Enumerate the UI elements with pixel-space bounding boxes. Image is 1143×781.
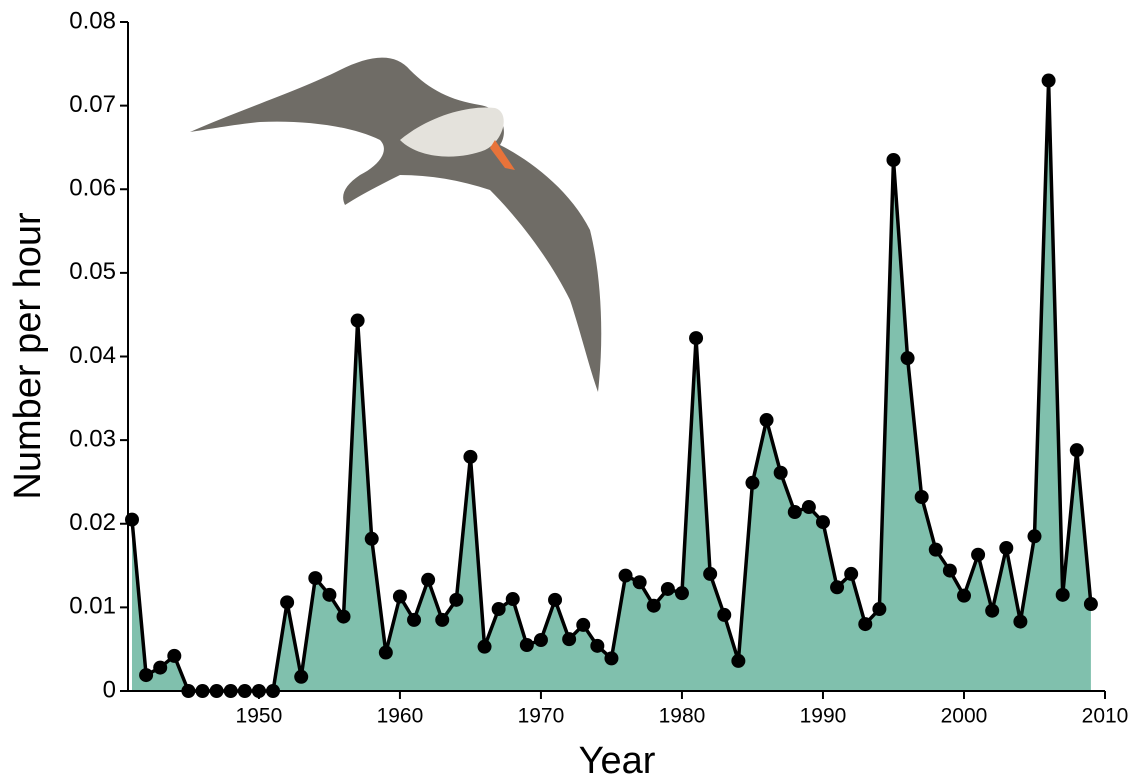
y-tick-label: 0.07 bbox=[69, 91, 116, 118]
marker bbox=[209, 684, 224, 698]
marker bbox=[533, 632, 548, 647]
bird-belly bbox=[400, 107, 504, 157]
marker bbox=[928, 542, 943, 557]
marker bbox=[336, 609, 351, 624]
marker bbox=[294, 669, 309, 684]
marker bbox=[280, 595, 295, 610]
marker bbox=[505, 592, 520, 607]
bird-body bbox=[190, 57, 602, 392]
y-tick-label: 0.04 bbox=[69, 342, 116, 369]
bird-photo bbox=[190, 57, 602, 392]
y-tick-label: 0.08 bbox=[69, 7, 116, 34]
marker bbox=[985, 603, 1000, 618]
marker bbox=[477, 639, 492, 654]
y-tick-label: 0.01 bbox=[69, 593, 116, 620]
marker bbox=[421, 572, 436, 587]
y-axis-label: Number per hour bbox=[7, 212, 49, 500]
y-tick-label: 0.06 bbox=[69, 175, 116, 202]
marker bbox=[435, 612, 450, 627]
marker bbox=[392, 589, 407, 604]
marker bbox=[167, 648, 182, 663]
marker bbox=[956, 588, 971, 603]
marker bbox=[1069, 443, 1084, 458]
marker bbox=[1083, 597, 1098, 612]
marker bbox=[562, 632, 577, 647]
marker bbox=[223, 684, 238, 698]
marker bbox=[463, 449, 478, 464]
x-axis-label: Year bbox=[579, 740, 656, 781]
marker bbox=[237, 684, 252, 698]
y-tick-label: 0.03 bbox=[69, 425, 116, 452]
marker bbox=[1041, 73, 1056, 88]
marker bbox=[689, 331, 704, 346]
marker bbox=[1013, 614, 1028, 629]
x-tick-label: 1990 bbox=[800, 705, 847, 728]
marker bbox=[548, 592, 563, 607]
y-tick-label: 0 bbox=[103, 676, 116, 703]
marker bbox=[759, 413, 774, 428]
marker bbox=[491, 602, 506, 617]
marker bbox=[590, 638, 605, 653]
marker bbox=[181, 684, 196, 698]
marker bbox=[322, 587, 337, 602]
marker bbox=[195, 684, 210, 698]
x-tick-label: 1950 bbox=[236, 705, 283, 728]
x-tick-label: 2000 bbox=[941, 705, 988, 728]
x-tick-label: 2010 bbox=[1082, 705, 1129, 728]
marker bbox=[942, 563, 957, 578]
marker bbox=[646, 598, 661, 613]
y-tick-label: 0.05 bbox=[69, 258, 116, 285]
marker bbox=[773, 465, 788, 480]
marker bbox=[787, 505, 802, 520]
marker bbox=[1055, 587, 1070, 602]
marker bbox=[632, 575, 647, 590]
marker bbox=[1027, 529, 1042, 544]
x-tick-label: 1980 bbox=[659, 705, 706, 728]
marker bbox=[449, 592, 464, 607]
y-tick-label: 0.02 bbox=[69, 509, 116, 536]
marker bbox=[830, 580, 845, 595]
marker bbox=[618, 568, 633, 583]
marker bbox=[604, 651, 619, 666]
x-tick-label: 1960 bbox=[377, 705, 424, 728]
marker bbox=[350, 313, 365, 328]
marker bbox=[815, 515, 830, 530]
marker bbox=[801, 500, 816, 515]
area bbox=[132, 80, 1091, 692]
marker bbox=[378, 645, 393, 660]
marker bbox=[717, 607, 732, 622]
marker bbox=[858, 617, 873, 632]
marker bbox=[266, 684, 281, 698]
marker bbox=[364, 531, 379, 546]
marker bbox=[914, 489, 929, 504]
marker bbox=[407, 612, 422, 627]
marker bbox=[139, 668, 154, 683]
marker bbox=[886, 152, 901, 167]
marker bbox=[999, 541, 1014, 556]
x-tick-label: 1970 bbox=[518, 705, 565, 728]
marker bbox=[674, 586, 689, 601]
marker bbox=[576, 617, 591, 632]
marker bbox=[731, 653, 746, 668]
marker bbox=[251, 684, 266, 698]
marker bbox=[900, 351, 915, 366]
marker bbox=[308, 571, 323, 586]
marker bbox=[745, 475, 760, 490]
marker bbox=[872, 602, 887, 617]
marker bbox=[703, 566, 718, 581]
marker bbox=[153, 660, 168, 675]
marker bbox=[660, 581, 675, 596]
marker bbox=[125, 512, 139, 527]
marker bbox=[844, 566, 859, 581]
bird-beak bbox=[490, 140, 515, 170]
marker bbox=[519, 638, 534, 653]
marker bbox=[971, 547, 986, 562]
